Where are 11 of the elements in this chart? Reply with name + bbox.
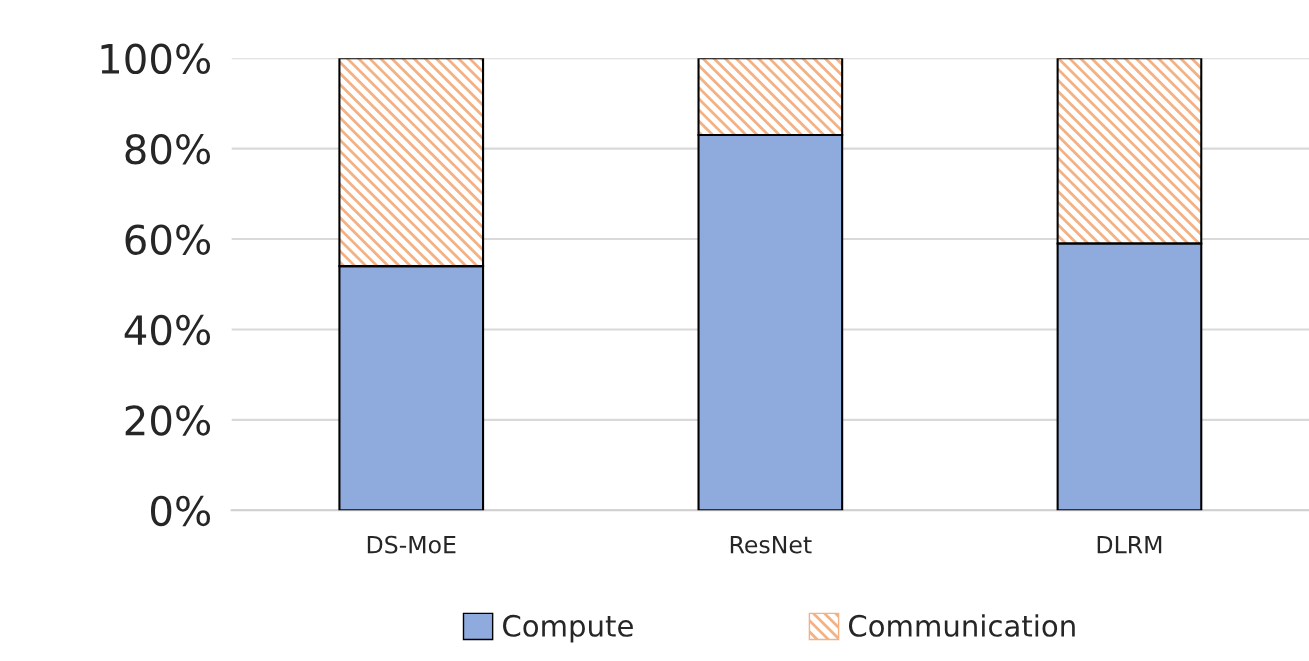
y-tick-label: 80% <box>125 134 211 165</box>
y-tick-label: 0% <box>151 495 211 527</box>
x-tick-label: ResNet <box>730 536 812 554</box>
legend-label: Compute <box>503 614 633 643</box>
legend-label: Communication <box>848 614 1075 637</box>
x-tick-label: DLRM <box>1097 536 1162 554</box>
x-tick-label: DS-MoE <box>367 535 456 554</box>
y-tick-label: 20% <box>125 405 211 436</box>
y-tick-label: 100% <box>101 43 211 75</box>
y-tick-label: 40% <box>124 314 211 346</box>
y-tick-label: 60% <box>125 224 211 255</box>
